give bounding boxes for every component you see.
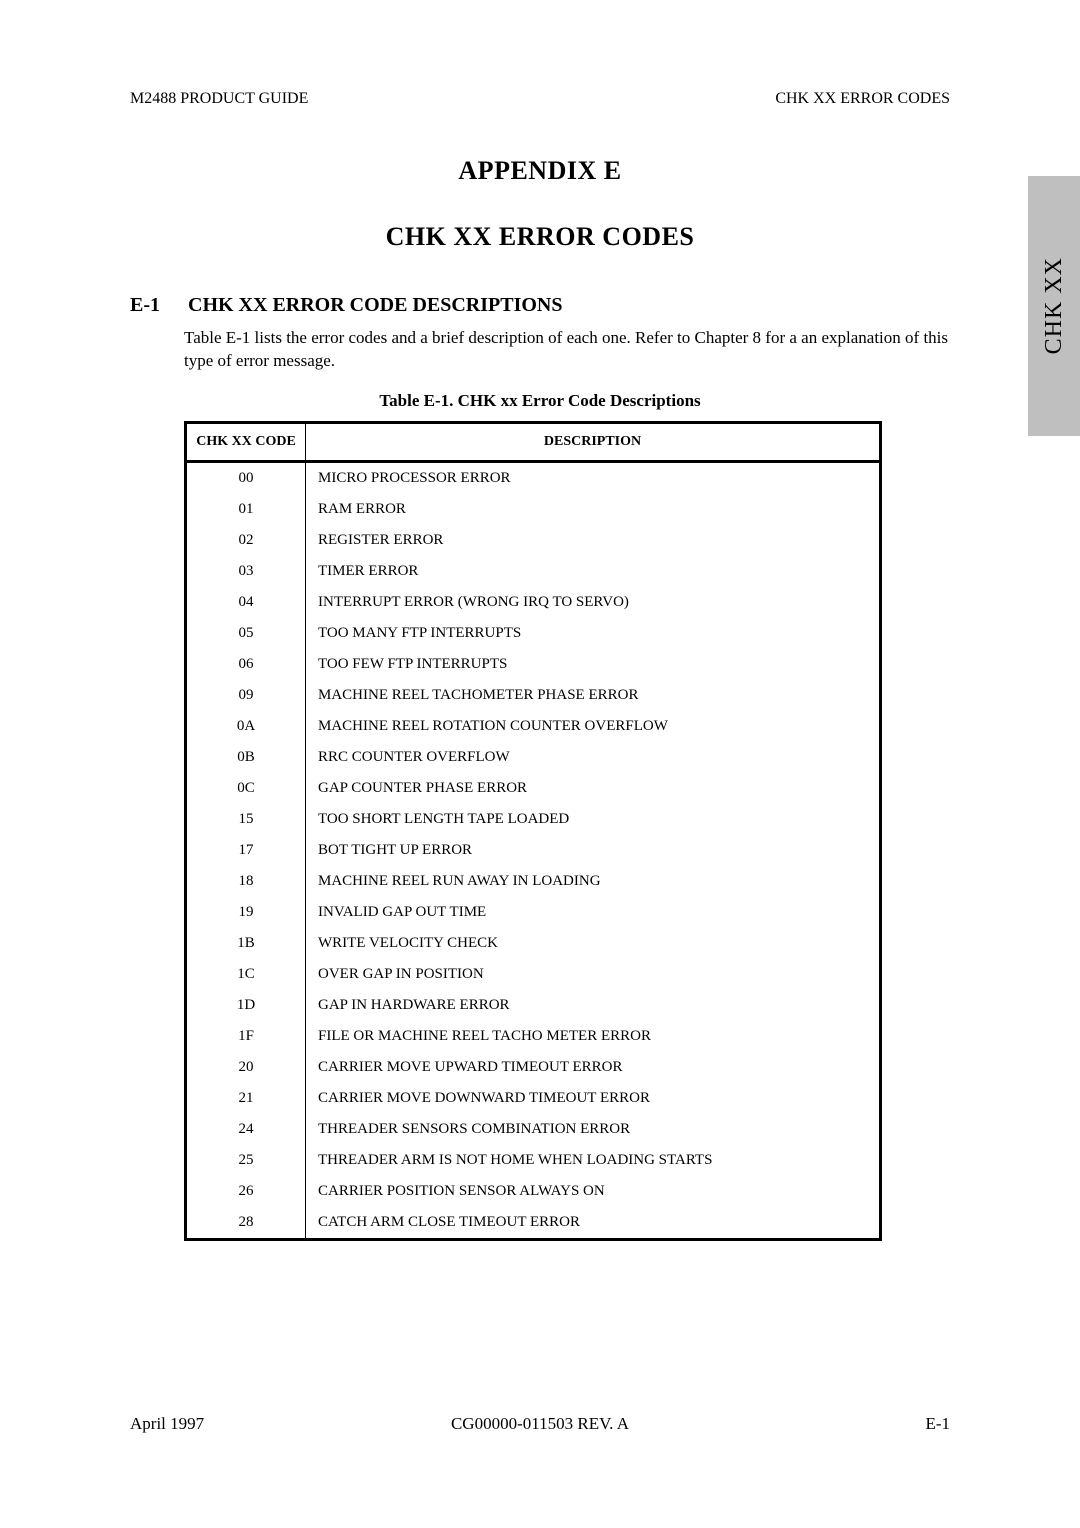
cell-description: TOO FEW FTP INTERRUPTS (306, 649, 881, 680)
cell-code: 0B (186, 742, 306, 773)
cell-code: 21 (186, 1083, 306, 1114)
table-row: 06TOO FEW FTP INTERRUPTS (186, 649, 881, 680)
cell-description: GAP IN HARDWARE ERROR (306, 990, 881, 1021)
cell-code: 02 (186, 525, 306, 556)
cell-code: 03 (186, 556, 306, 587)
cell-description: TOO MANY FTP INTERRUPTS (306, 618, 881, 649)
running-head: M2488 PRODUCT GUIDE CHK XX ERROR CODES (130, 90, 950, 108)
cell-code: 01 (186, 494, 306, 525)
section-title: CHK XX ERROR CODE DESCRIPTIONS (188, 294, 563, 317)
cell-description: MACHINE REEL RUN AWAY IN LOADING (306, 866, 881, 897)
cell-code: 1B (186, 928, 306, 959)
table-row: 25THREADER ARM IS NOT HOME WHEN LOADING … (186, 1145, 881, 1176)
table-row: 01RAM ERROR (186, 494, 881, 525)
table-row: 18MACHINE REEL RUN AWAY IN LOADING (186, 866, 881, 897)
cell-description: OVER GAP IN POSITION (306, 959, 881, 990)
running-head-right: CHK XX ERROR CODES (775, 90, 950, 108)
cell-description: CARRIER MOVE DOWNWARD TIMEOUT ERROR (306, 1083, 881, 1114)
side-tab-label: CHK XX (1041, 257, 1068, 354)
cell-code: 17 (186, 835, 306, 866)
table-row: 0AMACHINE REEL ROTATION COUNTER OVERFLOW (186, 711, 881, 742)
cell-code: 0A (186, 711, 306, 742)
cell-description: CARRIER MOVE UPWARD TIMEOUT ERROR (306, 1052, 881, 1083)
footer-center: CG00000-011503 REV. A (130, 1414, 950, 1434)
cell-description: THREADER SENSORS COMBINATION ERROR (306, 1114, 881, 1145)
cell-code: 05 (186, 618, 306, 649)
running-head-left: M2488 PRODUCT GUIDE (130, 90, 308, 108)
cell-code: 25 (186, 1145, 306, 1176)
cell-code: 19 (186, 897, 306, 928)
cell-description: REGISTER ERROR (306, 525, 881, 556)
cell-description: INTERRUPT ERROR (WRONG IRQ TO SERVO) (306, 587, 881, 618)
side-tab: CHK XX (1028, 176, 1080, 436)
cell-code: 04 (186, 587, 306, 618)
cell-description: INVALID GAP OUT TIME (306, 897, 881, 928)
table-row: 1DGAP IN HARDWARE ERROR (186, 990, 881, 1021)
table-row: 02REGISTER ERROR (186, 525, 881, 556)
appendix-title: APPENDIX E (130, 156, 950, 186)
cell-code: 06 (186, 649, 306, 680)
section-number: E-1 (130, 294, 160, 317)
cell-description: MACHINE REEL TACHOMETER PHASE ERROR (306, 680, 881, 711)
cell-description: THREADER ARM IS NOT HOME WHEN LOADING ST… (306, 1145, 881, 1176)
cell-code: 15 (186, 804, 306, 835)
table-row: 1BWRITE VELOCITY CHECK (186, 928, 881, 959)
table-row: 1FFILE OR MACHINE REEL TACHO METER ERROR (186, 1021, 881, 1052)
table-header-row: CHK XX CODE DESCRIPTION (186, 422, 881, 461)
cell-code: 26 (186, 1176, 306, 1207)
cell-code: 00 (186, 461, 306, 494)
cell-description: MACHINE REEL ROTATION COUNTER OVERFLOW (306, 711, 881, 742)
cell-description: CARRIER POSITION SENSOR ALWAYS ON (306, 1176, 881, 1207)
table-row: 0BRRC COUNTER OVERFLOW (186, 742, 881, 773)
table-row: 00MICRO PROCESSOR ERROR (186, 461, 881, 494)
table-row: 0CGAP COUNTER PHASE ERROR (186, 773, 881, 804)
cell-description: CATCH ARM CLOSE TIMEOUT ERROR (306, 1207, 881, 1240)
content-area: M2488 PRODUCT GUIDE CHK XX ERROR CODES A… (130, 90, 950, 1241)
table-row: 05TOO MANY FTP INTERRUPTS (186, 618, 881, 649)
cell-description: BOT TIGHT UP ERROR (306, 835, 881, 866)
cell-description: MICRO PROCESSOR ERROR (306, 461, 881, 494)
section-intro: Table E-1 lists the error codes and a br… (184, 327, 950, 373)
cell-code: 1D (186, 990, 306, 1021)
cell-description: FILE OR MACHINE REEL TACHO METER ERROR (306, 1021, 881, 1052)
table-row: 19INVALID GAP OUT TIME (186, 897, 881, 928)
cell-code: 0C (186, 773, 306, 804)
footer: April 1997 CG00000-011503 REV. A E-1 (130, 1414, 950, 1434)
cell-code: 28 (186, 1207, 306, 1240)
table-row: 26CARRIER POSITION SENSOR ALWAYS ON (186, 1176, 881, 1207)
cell-description: RAM ERROR (306, 494, 881, 525)
cell-code: 20 (186, 1052, 306, 1083)
table-row: 03TIMER ERROR (186, 556, 881, 587)
table-row: 1COVER GAP IN POSITION (186, 959, 881, 990)
cell-description: TOO SHORT LENGTH TAPE LOADED (306, 804, 881, 835)
table-row: 21CARRIER MOVE DOWNWARD TIMEOUT ERROR (186, 1083, 881, 1114)
col-header-desc: DESCRIPTION (306, 422, 881, 461)
table-row: 28CATCH ARM CLOSE TIMEOUT ERROR (186, 1207, 881, 1240)
cell-code: 1F (186, 1021, 306, 1052)
col-header-code: CHK XX CODE (186, 422, 306, 461)
table-row: 24THREADER SENSORS COMBINATION ERROR (186, 1114, 881, 1145)
cell-description: TIMER ERROR (306, 556, 881, 587)
cell-code: 1C (186, 959, 306, 990)
page: CHK XX M2488 PRODUCT GUIDE CHK XX ERROR … (0, 0, 1080, 1528)
footer-left: April 1997 (130, 1414, 204, 1434)
chapter-title: CHK XX ERROR CODES (130, 222, 950, 252)
table-caption: Table E-1. CHK xx Error Code Description… (130, 391, 950, 411)
footer-right: E-1 (925, 1414, 950, 1434)
cell-description: WRITE VELOCITY CHECK (306, 928, 881, 959)
section-heading: E-1 CHK XX ERROR CODE DESCRIPTIONS (130, 294, 950, 317)
cell-description: RRC COUNTER OVERFLOW (306, 742, 881, 773)
table-row: 09MACHINE REEL TACHOMETER PHASE ERROR (186, 680, 881, 711)
cell-code: 24 (186, 1114, 306, 1145)
cell-description: GAP COUNTER PHASE ERROR (306, 773, 881, 804)
cell-code: 09 (186, 680, 306, 711)
cell-code: 18 (186, 866, 306, 897)
table-body: 00MICRO PROCESSOR ERROR01RAM ERROR02REGI… (186, 461, 881, 1239)
table-row: 20CARRIER MOVE UPWARD TIMEOUT ERROR (186, 1052, 881, 1083)
table-row: 04INTERRUPT ERROR (WRONG IRQ TO SERVO) (186, 587, 881, 618)
table-row: 17BOT TIGHT UP ERROR (186, 835, 881, 866)
error-code-table: CHK XX CODE DESCRIPTION 00MICRO PROCESSO… (184, 421, 882, 1241)
table-row: 15TOO SHORT LENGTH TAPE LOADED (186, 804, 881, 835)
